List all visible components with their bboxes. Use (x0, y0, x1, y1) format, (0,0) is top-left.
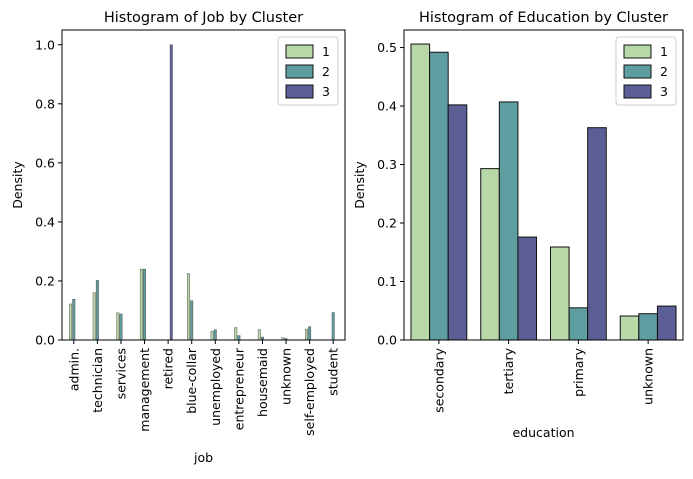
bar-unknown-1 (619, 315, 640, 341)
x-tick-label: housemaid (255, 348, 270, 417)
education-histogram-panel: 0.0 0.1 0.2 0.3 0.4 0.5 secondary tertiary prima… (352, 10, 684, 440)
legend-label-3: 3 (660, 84, 668, 99)
legend-label-1: 1 (660, 44, 668, 59)
y-tick-label: 0.0 (35, 333, 55, 348)
job-histogram-panel: 0.0 0.2 0.4 0.6 0.8 1.0 admin. technician servic… (10, 10, 346, 465)
bar-tertiary-3 (517, 236, 538, 341)
x-tick-label: management (137, 348, 152, 432)
y-tick-label: 0.0 (377, 333, 397, 348)
legend-swatch-3 (623, 84, 652, 99)
bar-secondary-1 (410, 43, 431, 341)
bar-secondary-2 (429, 51, 449, 341)
y-tick-label: 0.8 (35, 96, 55, 111)
legend-label-2: 2 (322, 64, 330, 79)
x-tick-label: tertiary (501, 347, 516, 394)
x-tick-label: technician (90, 348, 105, 413)
bar-management-2 (143, 268, 147, 341)
x-tick-label: blue-collar (184, 347, 199, 414)
bar-entrepreneur-2 (237, 335, 241, 341)
x-tick-label: unemployed (208, 348, 223, 426)
x-tick-label: primary (571, 347, 586, 397)
x-axis-label: job (193, 450, 213, 465)
bar-services-2 (119, 313, 123, 341)
bar-self-employed-1 (305, 328, 308, 341)
x-tick-label: retired (161, 348, 176, 389)
bar-technician-1 (92, 292, 96, 341)
bar-tertiary-1 (480, 168, 500, 341)
y-tick-label: 1.0 (35, 37, 55, 52)
bar-housemaid-1 (257, 329, 261, 341)
bar-student-2 (331, 312, 335, 341)
bar-admin.-2 (72, 299, 76, 341)
bar-management-1 (139, 268, 143, 341)
bar-blue-collar-2 (190, 300, 194, 341)
y-tick-label: 0.2 (35, 273, 55, 288)
y-tick-label: 0.4 (35, 214, 55, 229)
y-tick-label: 0.2 (377, 216, 397, 231)
axes-frame (403, 29, 684, 341)
y-tick-label: 0.5 (377, 40, 397, 55)
legend-swatch-1 (623, 44, 652, 59)
y-tick-label: 0.3 (377, 157, 397, 172)
x-tick-label: entrepreneur (231, 347, 246, 430)
bar-admin.-1 (69, 303, 73, 341)
y-tick-label: 0.6 (35, 155, 55, 170)
legend-swatch-2 (285, 64, 314, 79)
x-tick-label: services (113, 348, 128, 399)
bar-unknown-3 (656, 305, 677, 341)
axes-frame (61, 29, 346, 341)
chart-title: Histogram of Job by Cluster (104, 10, 303, 26)
bar-blue-collar-1 (187, 273, 191, 341)
bar-unknown-2 (638, 313, 658, 341)
x-axis-label: education (512, 425, 574, 440)
bar-primary-1 (549, 246, 570, 341)
x-tick-label: student (326, 348, 341, 396)
bar-primary-3 (587, 127, 607, 341)
legend-swatch-2 (623, 64, 652, 79)
x-tick-label: secondary (431, 347, 446, 412)
bar-technician-2 (95, 280, 99, 341)
bar-retired-3 (169, 44, 173, 341)
bar-secondary-3 (447, 104, 468, 341)
bar-tertiary-2 (498, 101, 519, 341)
chart-title: Histogram of Education by Cluster (419, 10, 668, 26)
x-tick-label: admin. (66, 348, 81, 391)
bar-self-employed-2 (308, 326, 312, 341)
x-tick-label: unknown (279, 348, 294, 405)
y-tick-label: 0.1 (377, 274, 397, 289)
legend-swatch-3 (285, 84, 314, 99)
bar-unemployed-1 (210, 330, 214, 341)
bar-unemployed-2 (213, 329, 217, 341)
legend-label-2: 2 (660, 64, 668, 79)
legend-label-3: 3 (322, 84, 330, 99)
y-tick-label: 0.4 (377, 99, 397, 114)
bar-services-1 (116, 312, 120, 341)
x-tick-label: self-employed (302, 348, 317, 436)
y-axis-label: Density (10, 161, 25, 209)
bar-entrepreneur-1 (234, 327, 238, 341)
y-axis-label: Density (352, 161, 367, 209)
x-tick-label: unknown (641, 348, 656, 405)
legend-label-1: 1 (322, 44, 330, 59)
legend-swatch-1 (285, 44, 314, 59)
bar-primary-2 (568, 307, 589, 341)
